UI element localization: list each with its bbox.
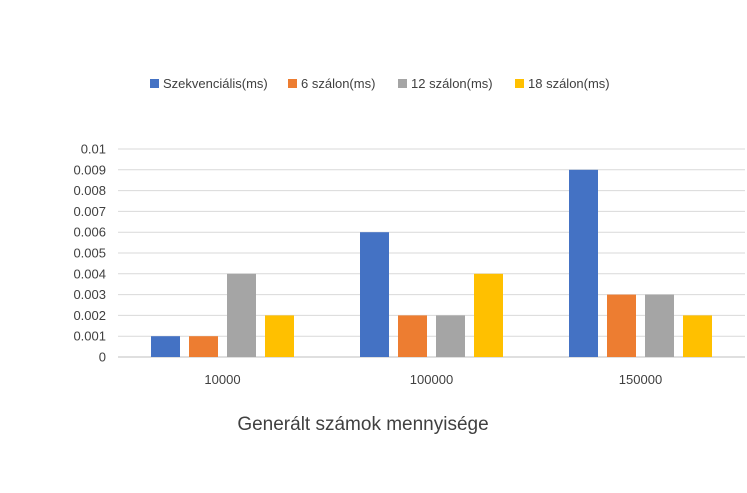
y-tick-label: 0.004	[73, 266, 106, 281]
legend-swatch	[398, 79, 407, 88]
y-tick-label: 0.007	[73, 204, 106, 219]
y-tick-label: 0.002	[73, 308, 106, 323]
bar	[683, 315, 712, 357]
x-axis-tick-labels: 10000 100000 150000	[204, 372, 662, 387]
y-tick-label: 0.009	[73, 162, 106, 177]
y-tick-label: 0.003	[73, 287, 106, 302]
x-tick-label: 150000	[619, 372, 662, 387]
legend-swatch	[515, 79, 524, 88]
legend-label: 18 szálon(ms)	[528, 76, 610, 91]
legend: Szekvenciális(ms) 6 szálon(ms) 12 szálon(m…	[150, 76, 610, 91]
x-tick-label: 10000	[204, 372, 240, 387]
x-axis-title: Generált számok mennyisége	[237, 414, 488, 435]
bar	[645, 294, 674, 357]
bar	[360, 232, 389, 357]
bar	[436, 315, 465, 357]
bar	[398, 315, 427, 357]
y-tick-label: 0	[99, 350, 106, 365]
bar	[474, 273, 503, 357]
y-tick-label: 0.001	[73, 329, 106, 344]
legend-swatch	[150, 79, 159, 88]
bar	[189, 336, 218, 357]
y-tick-label: 0.01	[81, 142, 106, 157]
y-tick-label: 0.008	[73, 183, 106, 198]
bar	[607, 294, 636, 357]
legend-swatch	[288, 79, 297, 88]
y-axis-tick-labels: 0 0.001 0.002 0.003 0.004 0.005 0.006 0.007 0.00…	[73, 142, 106, 365]
y-tick-label: 0.005	[73, 246, 106, 261]
legend-label: Szekvenciális(ms)	[163, 76, 268, 91]
bars	[151, 169, 712, 357]
x-tick-label: 100000	[410, 372, 453, 387]
bar	[569, 169, 598, 357]
bar	[265, 315, 294, 357]
bar	[151, 336, 180, 357]
bar	[227, 273, 256, 357]
gridlines	[118, 148, 745, 358]
legend-label: 12 szálon(ms)	[411, 76, 493, 91]
y-tick-label: 0.006	[73, 225, 106, 240]
legend-label: 6 szálon(ms)	[301, 76, 375, 91]
